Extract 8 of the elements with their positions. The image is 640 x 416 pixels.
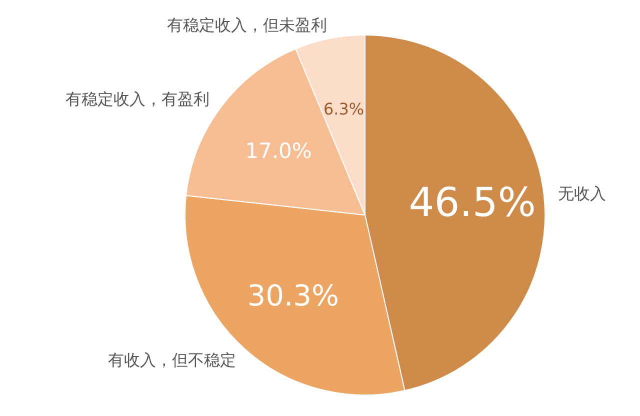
data-label: 17.0% (245, 138, 312, 163)
slice-label: 有稳定收入，有盈利 (66, 89, 210, 108)
slice-label: 有收入，但不稳定 (108, 350, 236, 370)
data-label: 30.3% (247, 278, 339, 313)
slice-label: 有稳定收入，但未盈利 (166, 15, 327, 34)
data-label: 6.3% (324, 100, 364, 119)
data-label: 46.5% (408, 180, 536, 226)
slice-label: 无收入 (558, 184, 606, 203)
